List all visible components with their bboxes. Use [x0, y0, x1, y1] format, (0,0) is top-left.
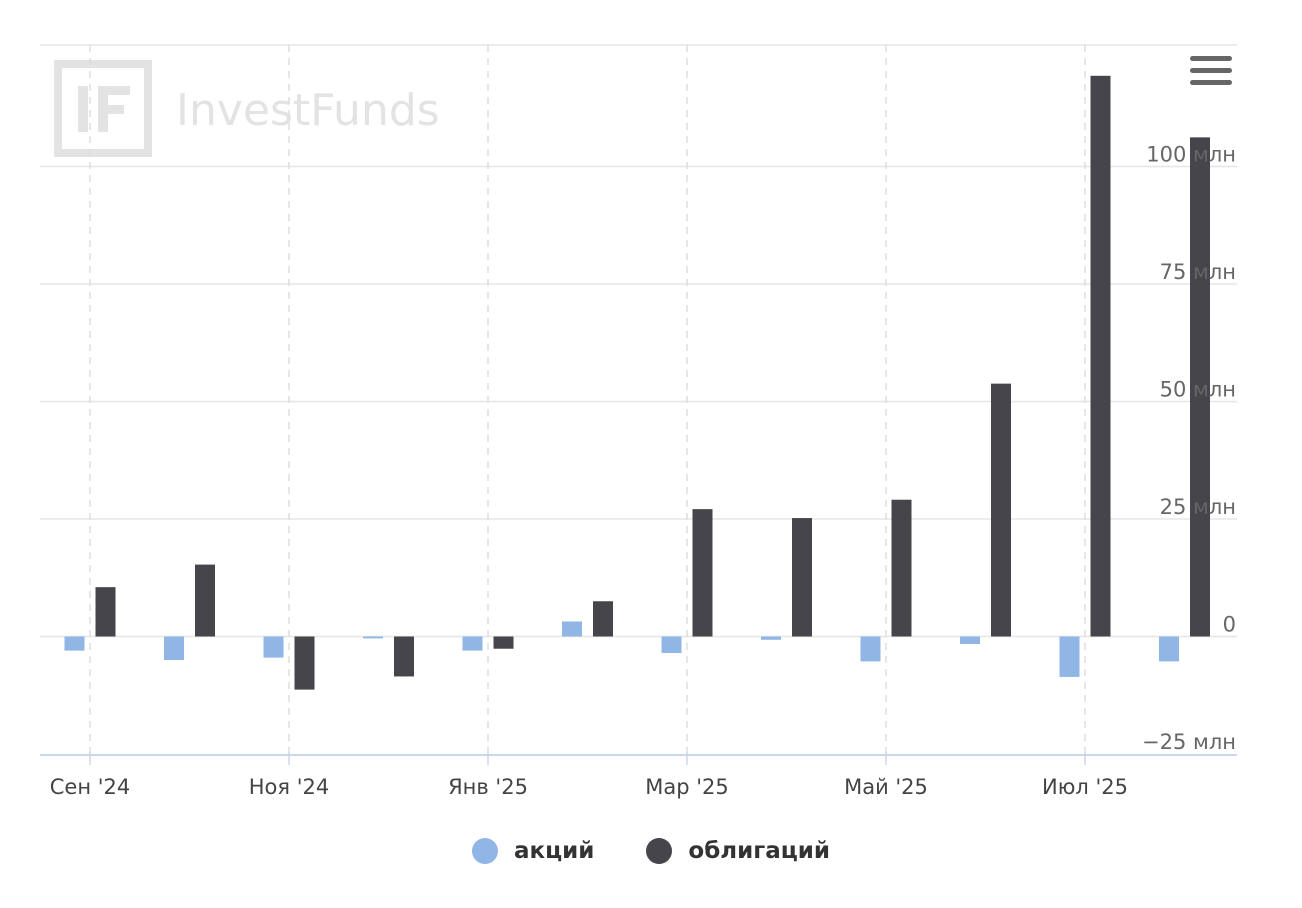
x-tick-label: Мар '25 — [645, 775, 729, 799]
bar-akcii[interactable] — [462, 636, 483, 651]
bar-akcii[interactable] — [64, 636, 85, 651]
bar-akcii[interactable] — [761, 636, 781, 640]
bar-obligacii[interactable] — [692, 509, 713, 637]
bar-akcii[interactable] — [562, 621, 582, 637]
bar-akcii[interactable] — [661, 636, 682, 653]
watermark-text: InvestFunds — [176, 85, 440, 136]
bar-obligacii[interactable] — [792, 518, 812, 637]
y-tick-label: 25 млн — [1160, 495, 1236, 519]
menu-line — [1190, 56, 1232, 61]
y-tick-label: −25 млн — [1142, 730, 1236, 754]
x-tick-label: Июл '25 — [1042, 775, 1128, 799]
bar-obligacii[interactable] — [1190, 137, 1210, 637]
bar-obligacii[interactable] — [95, 587, 116, 637]
chart-legend: акций облигаций — [0, 838, 1302, 864]
y-tick-label: 0 — [1223, 613, 1236, 637]
bar-akcii[interactable] — [263, 636, 284, 658]
bar-akcii[interactable] — [363, 636, 383, 639]
bar-akcii[interactable] — [960, 636, 980, 645]
bar-obligacii[interactable] — [1090, 75, 1111, 637]
y-tick-label: 50 млн — [1160, 378, 1236, 402]
chart-menu-button[interactable] — [1190, 56, 1232, 88]
bar-obligacii[interactable] — [493, 636, 514, 649]
legend-item-akcii[interactable]: акций — [471, 838, 595, 864]
bar-obligacii[interactable] — [394, 636, 414, 677]
bar-akcii[interactable] — [1159, 636, 1179, 662]
x-tick-label: Янв '25 — [448, 775, 528, 799]
bar-obligacii[interactable] — [593, 601, 613, 637]
bar-akcii[interactable] — [860, 636, 881, 662]
menu-line — [1190, 80, 1232, 85]
legend-label-akcii: акций — [513, 838, 595, 864]
watermark-logo: InvestFunds — [54, 60, 440, 157]
legend-marker-akcii — [471, 838, 498, 864]
menu-line — [1190, 68, 1232, 73]
bar-akcii[interactable] — [1059, 636, 1080, 677]
bar-obligacii[interactable] — [991, 383, 1011, 637]
legend-label-obligacii: облигаций — [688, 838, 831, 864]
x-tick-label: Ноя '24 — [249, 775, 329, 799]
x-tick-label: Май '25 — [844, 775, 928, 799]
legend-marker-obligacii — [646, 838, 673, 864]
bar-obligacii[interactable] — [294, 636, 315, 690]
y-tick-label: 100 млн — [1146, 143, 1236, 167]
bar-akcii[interactable] — [164, 636, 184, 661]
bar-obligacii[interactable] — [891, 499, 912, 637]
y-tick-label: 75 млн — [1160, 260, 1236, 284]
x-tick-label: Сен '24 — [50, 775, 130, 799]
legend-item-obligacii[interactable]: облигаций — [646, 838, 830, 864]
bar-obligacii[interactable] — [195, 564, 215, 637]
